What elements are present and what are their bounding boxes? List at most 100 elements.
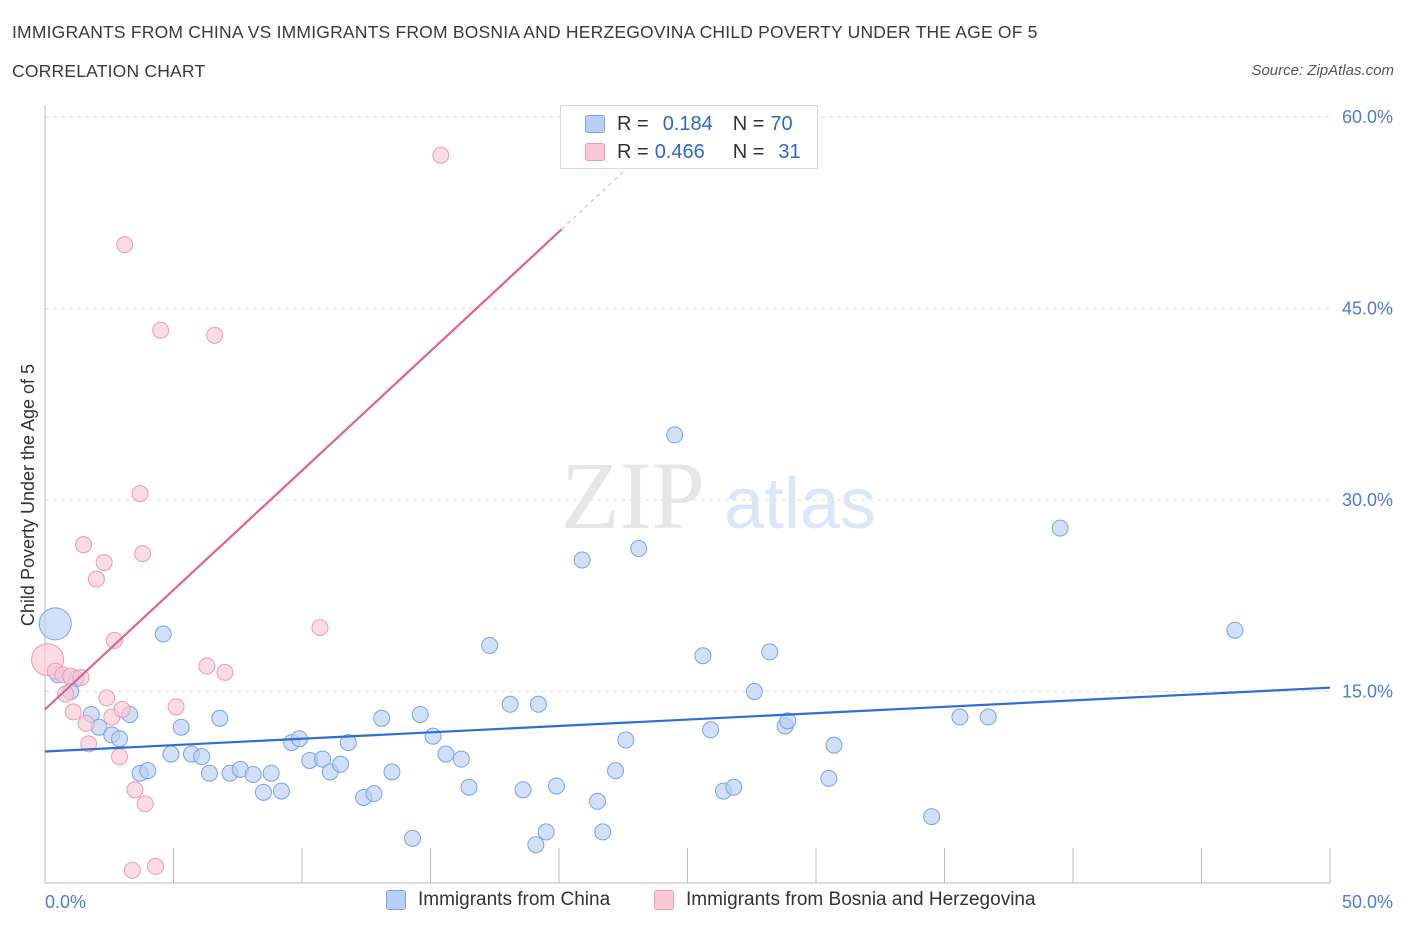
bosnia-point: [113, 700, 131, 718]
bosnia-point: [111, 748, 129, 766]
bosnia-point: [64, 703, 82, 721]
china-point: [666, 426, 684, 444]
bosnia-swatch: [585, 143, 605, 161]
bosnia-point: [75, 536, 93, 554]
bosnia-point: [216, 663, 234, 681]
china-point: [702, 721, 720, 739]
china-point: [979, 708, 997, 726]
china-point: [481, 637, 499, 655]
y-tick-label: 60.0%: [1342, 107, 1393, 127]
axes: [44, 105, 1331, 884]
china-point: [154, 625, 172, 643]
china-point: [589, 792, 607, 810]
bosnia-point: [311, 619, 329, 637]
legend-item-bosnia: Immigrants from Bosnia and Herzegovina: [654, 889, 1036, 911]
n-value: 31: [778, 140, 801, 163]
china-point: [745, 683, 763, 700]
china-point: [923, 808, 941, 826]
grid-lines: [45, 116, 1330, 692]
series-legend: Immigrants from China Immigrants from Bo…: [0, 889, 1406, 915]
bosnia-point: [105, 631, 123, 649]
china-point: [172, 718, 190, 736]
china-point: [365, 785, 383, 803]
bosnia-point: [206, 326, 224, 344]
r-label: R =: [617, 112, 649, 135]
watermark-zip: ZIP: [561, 442, 705, 549]
china-point: [244, 765, 262, 783]
correlation-legend: R = 0.184 N = 70 R = 0.466 N = 31: [560, 105, 818, 169]
china-point: [373, 709, 391, 727]
china-point: [193, 748, 211, 766]
bosnia-point: [131, 485, 149, 503]
china-point: [411, 705, 429, 723]
china-point: [537, 823, 555, 841]
bosnia-point: [57, 685, 75, 703]
r-label: R =: [617, 140, 649, 163]
china-point: [383, 763, 401, 781]
watermark-atlas: atlas: [724, 464, 876, 544]
china-point: [200, 764, 218, 782]
bosnia-point: [98, 689, 116, 707]
legend-row-china: R = 0.184 N = 70: [585, 112, 793, 136]
bosnia-point: [432, 146, 450, 164]
china-swatch: [386, 890, 406, 910]
china-point: [1051, 519, 1069, 537]
china-point: [529, 695, 547, 713]
data-points: [31, 146, 1244, 879]
china-point: [761, 643, 779, 661]
china-point: [452, 750, 470, 768]
chart-subtitle: CORRELATION CHART: [12, 61, 206, 81]
bosnia-point: [198, 657, 216, 675]
bosnia-point: [87, 570, 105, 588]
china-point: [725, 778, 743, 796]
n-label: N =: [732, 112, 765, 135]
china-point: [111, 730, 129, 748]
n-label: N =: [732, 140, 765, 163]
china-point: [460, 778, 478, 796]
x-tick-label: 0.0%: [45, 892, 86, 912]
china-point: [825, 736, 843, 754]
china-point: [501, 695, 519, 713]
china-point: [332, 755, 350, 773]
bosnia-trend-line: [44, 228, 563, 711]
bosnia-point: [126, 781, 144, 799]
bosnia-point: [80, 735, 98, 753]
bosnia-swatch: [654, 890, 674, 910]
legend-label: Immigrants from China: [418, 889, 611, 910]
y-tick-label: 15.0%: [1342, 682, 1393, 702]
china-point: [547, 777, 565, 795]
china-point: [514, 781, 532, 799]
chart-title: IMMIGRANTS FROM CHINA VS IMMIGRANTS FROM…: [12, 22, 1038, 42]
china-point: [38, 607, 72, 641]
bosnia-point: [95, 554, 113, 572]
china-point: [139, 762, 157, 780]
china-point: [1226, 621, 1244, 639]
china-point: [607, 762, 625, 780]
r-value: 0.184: [662, 112, 713, 135]
china-point: [272, 782, 290, 800]
china-point: [339, 734, 357, 752]
china-point: [779, 712, 797, 730]
bosnia-point: [147, 857, 165, 875]
china-point: [162, 745, 180, 763]
china-point: [437, 745, 455, 763]
china-point: [254, 783, 272, 801]
y-axis-title: Child Poverty Under the Age of 5: [18, 364, 38, 626]
bosnia-point: [134, 545, 152, 563]
watermark: ZIP atlas: [561, 442, 876, 549]
china-point: [527, 836, 545, 854]
china-trend-line: [44, 686, 1331, 753]
tick-labels: 15.0% 30.0% 45.0% 60.0% 0.0% 50.0%: [45, 107, 1393, 912]
bosnia-trend-extension: [561, 171, 624, 230]
n-value: 70: [770, 112, 793, 135]
y-tick-label: 30.0%: [1342, 490, 1393, 510]
china-point: [951, 708, 969, 726]
bosnia-point: [123, 861, 141, 879]
china-point: [594, 823, 612, 841]
china-point: [630, 540, 648, 558]
trend-lines: [44, 171, 1331, 753]
legend-row-bosnia: R = 0.466 N = 31: [585, 140, 801, 164]
china-point: [404, 829, 422, 847]
bosnia-point: [152, 321, 170, 339]
